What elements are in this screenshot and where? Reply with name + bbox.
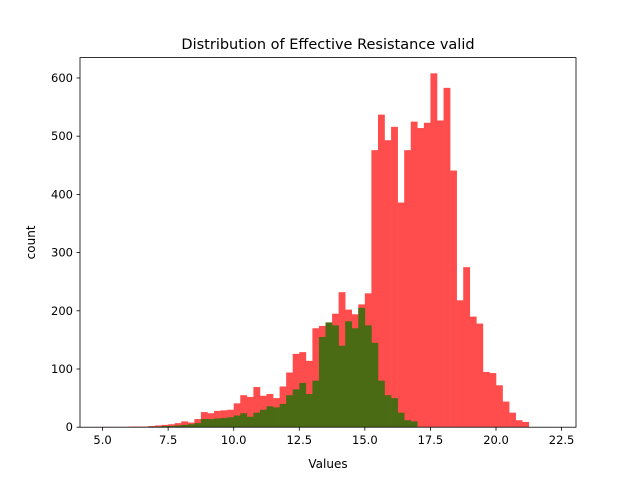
histogram-bar-series-0-bin-54 xyxy=(456,300,464,428)
histogram-bar-series-0-bin-64 xyxy=(522,421,530,428)
histogram-bar-series-0-bin-59 xyxy=(489,373,497,428)
x-tick-label: 5.0 xyxy=(93,433,111,447)
histogram-bar-series-0-bin-44 xyxy=(391,126,398,428)
histogram-bar-series-0-bin-55 xyxy=(463,267,471,428)
y-axis-label: count xyxy=(24,225,38,259)
histogram-bar-series-0-bin-56 xyxy=(469,316,477,428)
histogram-bar-series-1-bin-5 xyxy=(174,425,182,428)
histogram-bar-series-1-bin-15 xyxy=(240,413,248,428)
y-tick-label: 100 xyxy=(51,362,73,376)
histogram-bar-series-0-bin-60 xyxy=(496,385,503,428)
histogram-bar-series-0-bin-61 xyxy=(502,401,510,428)
histogram-bar-series-1-bin-16 xyxy=(246,416,254,428)
histogram-bar-series-1-bin-36 xyxy=(377,380,385,428)
histogram-bar-series-0-bin-62 xyxy=(509,412,516,428)
histogram-bar-series-1-bin-14 xyxy=(233,415,241,428)
histogram-bar-series-1-bin-26 xyxy=(312,380,320,428)
histogram-bar-series-0-bin-52 xyxy=(443,87,451,428)
histogram-bar-series-1-bin-40 xyxy=(404,420,412,428)
histogram-bar-series-0-bin-51 xyxy=(436,120,444,428)
histogram-bar-series-1-bin-9 xyxy=(200,419,208,428)
y-axis-ticks: 0 100 200 300 400 500 600 xyxy=(51,71,80,434)
histogram-bar-series-1-bin-28 xyxy=(325,322,333,428)
histogram-bar-series-1-bin-41 xyxy=(410,421,418,428)
histogram-bar-series-1-bin-10 xyxy=(207,419,215,428)
histogram-bar-series-1-bin-35 xyxy=(371,342,379,428)
histogram-bar-series-1-bin-21 xyxy=(279,403,287,428)
x-tick-label: 15.0 xyxy=(352,433,378,447)
histogram-bar-series-1-bin-12 xyxy=(220,417,228,428)
histogram-bar-series-1-bin-22 xyxy=(286,395,294,428)
histogram-bar-series-0-bin-20 xyxy=(233,403,241,428)
histogram-bar-series-0-bin-46 xyxy=(404,150,412,428)
histogram-bar-series-1-bin-27 xyxy=(318,336,326,428)
x-tick-label: 20.0 xyxy=(483,433,509,447)
histogram-bar-series-1-bin-17 xyxy=(253,412,261,428)
histogram-bar-series-1-bin-38 xyxy=(391,398,398,428)
histogram-bar-series-0-bin-14 xyxy=(194,419,202,428)
x-tick-label: 17.5 xyxy=(418,433,444,447)
histogram-bar-series-1-bin-13 xyxy=(227,417,235,428)
histogram-bar-series-0-bin-32 xyxy=(312,328,320,428)
y-tick-label: 600 xyxy=(51,71,73,85)
histogram-bar-series-1-bin-7 xyxy=(187,424,195,428)
y-tick-label: 0 xyxy=(66,420,73,434)
x-axis-label: Values xyxy=(308,457,347,471)
bars-layer xyxy=(102,73,530,428)
histogram-bar-series-0-bin-11 xyxy=(174,423,182,428)
histogram-bar-series-1-bin-34 xyxy=(364,325,372,428)
x-tick-label: 10.0 xyxy=(221,433,247,447)
histogram-bar-series-0-bin-23 xyxy=(253,387,261,428)
histogram-bar-series-1-bin-39 xyxy=(397,412,405,428)
histogram-bar-series-0-bin-22 xyxy=(246,396,254,428)
histogram-bar-series-1-bin-37 xyxy=(384,395,392,428)
y-tick-label: 300 xyxy=(51,246,73,260)
histogram-bar-series-0-bin-43 xyxy=(384,140,392,428)
histogram-bar-series-1-bin-4 xyxy=(168,426,175,428)
histogram-bar-series-0-bin-58 xyxy=(482,371,490,428)
histogram-bar-series-0-bin-12 xyxy=(181,421,189,428)
histogram-bar-series-1-bin-6 xyxy=(181,424,189,428)
histogram-bar-series-1-bin-30 xyxy=(338,345,346,428)
histogram-bar-series-1-bin-32 xyxy=(351,328,359,428)
histogram-bar-series-0-bin-42 xyxy=(377,114,385,428)
histogram-bar-series-0-bin-48 xyxy=(417,128,425,428)
histogram-bar-series-1-bin-23 xyxy=(292,389,300,428)
histogram-bar-series-1-bin-29 xyxy=(332,325,339,428)
histogram-bar-series-1-bin-20 xyxy=(273,407,280,428)
histogram-bar-series-0-bin-49 xyxy=(423,122,431,428)
histogram-bar-series-0-bin-45 xyxy=(397,202,405,428)
histogram-bar-series-1-bin-24 xyxy=(299,382,307,428)
histogram-bar-series-0-bin-41 xyxy=(371,150,379,428)
histogram-bar-series-1-bin-18 xyxy=(259,409,267,428)
y-tick-label: 500 xyxy=(51,129,73,143)
x-tick-label: 7.5 xyxy=(159,433,177,447)
histogram-bar-series-0-bin-10 xyxy=(168,424,175,428)
histogram-bar-series-0-bin-50 xyxy=(430,73,438,428)
histogram-bar-series-0-bin-21 xyxy=(240,395,248,428)
chart-title: Distribution of Effective Resistance val… xyxy=(181,37,474,53)
histogram-bar-series-1-bin-19 xyxy=(266,406,274,428)
histogram-bar-series-0-bin-57 xyxy=(476,323,484,428)
y-tick-label: 200 xyxy=(51,304,73,318)
histogram-bar-series-1-bin-3 xyxy=(161,426,169,428)
x-tick-label: 22.5 xyxy=(549,433,575,447)
histogram-bar-series-0-bin-8 xyxy=(155,425,162,428)
histogram-bar-series-1-bin-25 xyxy=(305,394,313,428)
histogram-bar-series-0-bin-47 xyxy=(410,121,418,428)
plot-frame xyxy=(79,57,577,428)
histogram-bar-series-0-bin-63 xyxy=(515,420,523,428)
histogram-bar-series-0-bin-9 xyxy=(161,424,169,428)
histogram-bar-series-1-bin-31 xyxy=(345,321,353,428)
histogram-bar-series-0-bin-53 xyxy=(450,170,457,428)
x-tick-label: 12.5 xyxy=(286,433,312,447)
x-axis-ticks: 5.0 7.5 10.0 12.5 15.0 17.5 20.0 22.5 xyxy=(93,427,574,447)
histogram-bar-series-1-bin-8 xyxy=(194,423,202,428)
y-tick-label: 400 xyxy=(51,187,73,201)
histogram-bar-series-1-bin-33 xyxy=(358,307,366,428)
histogram-bar-series-1-bin-11 xyxy=(214,418,221,428)
